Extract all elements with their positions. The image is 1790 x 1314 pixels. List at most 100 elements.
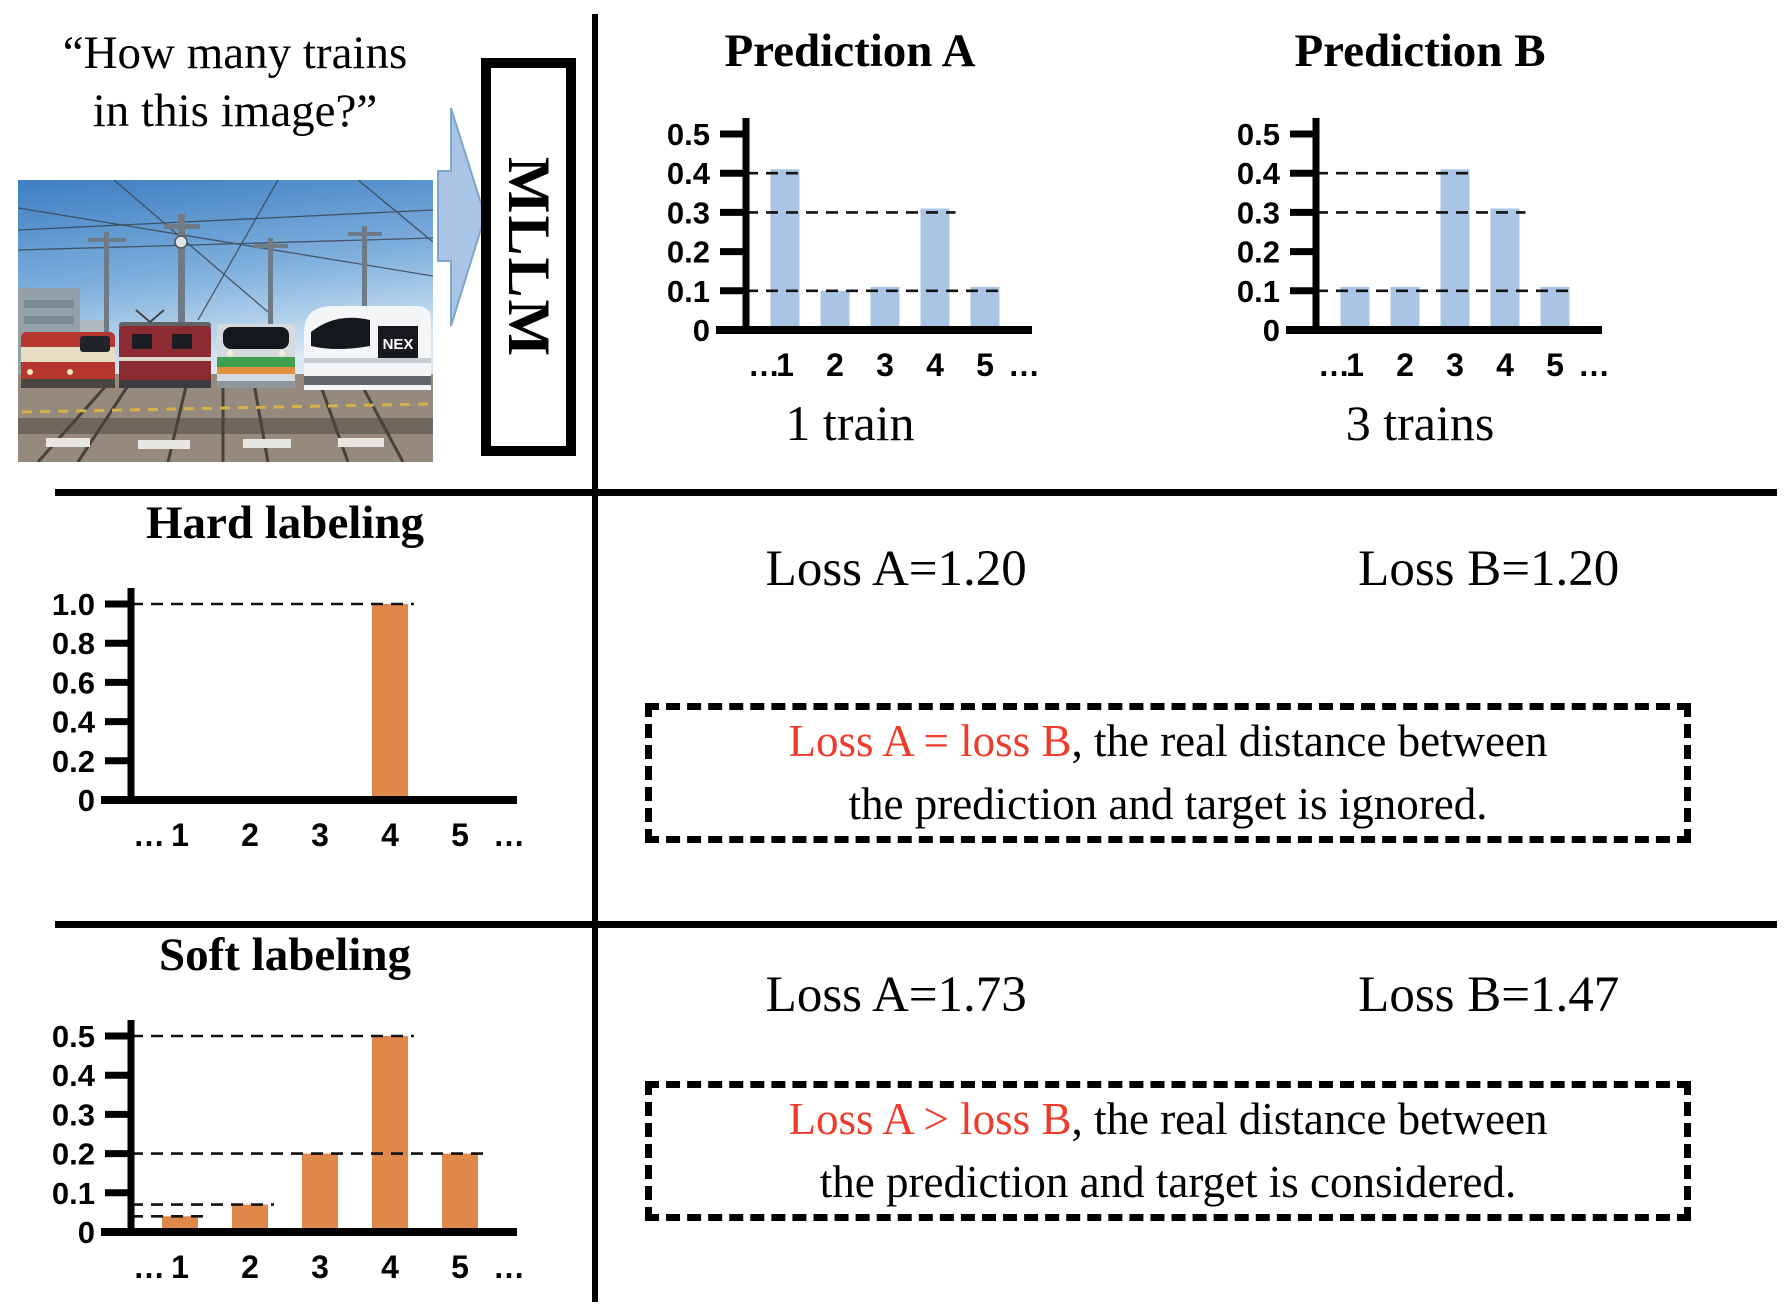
svg-text:…: … (1578, 347, 1610, 383)
svg-text:5: 5 (976, 347, 994, 383)
svg-text:5: 5 (451, 1249, 469, 1285)
svg-text:2: 2 (241, 1249, 259, 1285)
svg-text:0.2: 0.2 (1237, 235, 1280, 270)
question-line2: in this image?” (92, 85, 378, 138)
ground-and-tracks (18, 374, 433, 462)
hard-loss-row: Loss A=1.20 Loss B=1.20 (600, 540, 1785, 598)
soft-note-line1: Loss A > loss B, the real distance betwe… (652, 1088, 1684, 1151)
svg-text:1: 1 (776, 347, 794, 383)
soft-note-red-text: Loss A > loss B (788, 1094, 1072, 1144)
soft-note-black-text: , the real distance between (1071, 1094, 1548, 1144)
prediction-a-chart: 00.10.20.30.40.5…1 2 3 4 5… (667, 117, 1040, 383)
svg-text:5: 5 (1546, 347, 1564, 383)
train-white-nex: NEX (304, 306, 431, 390)
mllm-label: MLLM (496, 156, 562, 358)
svg-text:0.4: 0.4 (667, 156, 711, 191)
nex-logo-text: NEX (383, 336, 414, 353)
svg-text:2: 2 (241, 817, 259, 853)
svg-text:1: 1 (171, 817, 189, 853)
svg-text:0.3: 0.3 (667, 195, 710, 230)
soft-labeling-block: Soft labeling 0 0.1 0.2 0.3 0.4 0.5… 1 2 3 4 5… (30, 928, 540, 1296)
svg-text:2: 2 (826, 347, 844, 383)
svg-text:…: … (133, 1249, 165, 1285)
svg-text:0: 0 (78, 783, 95, 818)
svg-text:4: 4 (381, 817, 399, 853)
question-line1: “How many trains (62, 27, 408, 79)
hard-loss-b-label: Loss B=1.20 (1358, 541, 1620, 597)
hard-note-box: Loss A = loss B, the real distance betwe… (645, 703, 1691, 843)
soft-note-line2: the prediction and target is considered. (819, 1157, 1517, 1207)
horizontal-divider-1 (55, 489, 1777, 496)
vertical-divider (592, 14, 598, 1302)
svg-text:0.5: 0.5 (667, 117, 710, 152)
catenary-poles (88, 214, 382, 378)
prediction-a-block: Prediction A 0 0.1 0.2 0.3 0.4 0.5… 1 2 3 4 5… 1 t… (635, 24, 1065, 452)
svg-text:3: 3 (311, 817, 329, 853)
train-maroon-locomotive (119, 309, 211, 388)
svg-text:…: … (493, 1249, 525, 1285)
svg-text:4: 4 (926, 347, 944, 383)
hard-loss-a-label: Loss A=1.20 (765, 541, 1027, 597)
svg-text:3: 3 (311, 1249, 329, 1285)
svg-text:0.6: 0.6 (52, 665, 95, 700)
svg-text:0.5: 0.5 (52, 1019, 95, 1054)
svg-text:…: … (133, 817, 165, 853)
soft-loss-b-label: Loss B=1.47 (1358, 967, 1620, 1023)
flow-arrow-icon (437, 107, 487, 327)
prediction-b-title: Prediction B (1294, 25, 1546, 77)
hard-note-line1: Loss A = loss B, the real distance betwe… (652, 710, 1684, 773)
prediction-b-chart: 00.10.20.30.40.5…1 2 3 4 5… (1237, 117, 1610, 383)
svg-text:0.3: 0.3 (1237, 195, 1280, 230)
question-text: “How many trains in this image?” (12, 24, 458, 141)
svg-text:0: 0 (78, 1215, 95, 1250)
svg-text:1: 1 (171, 1249, 189, 1285)
horizontal-divider-2 (55, 921, 1777, 928)
svg-text:1.0: 1.0 (52, 587, 95, 622)
svg-text:0.2: 0.2 (52, 1137, 95, 1172)
soft-note-box: Loss A > loss B, the real distance betwe… (645, 1081, 1691, 1221)
svg-text:0.4: 0.4 (52, 705, 96, 740)
svg-text:0.2: 0.2 (52, 744, 95, 779)
train-red-cream (21, 332, 115, 388)
svg-text:4: 4 (1496, 347, 1514, 383)
hard-labeling-block: Hard labeling 0 0.2 0.4 0.6 0.8 1.0… 1 2 3 4 5… (30, 496, 540, 864)
svg-text:0.1: 0.1 (52, 1176, 95, 1211)
hard-note-red-text: Loss A = loss B (788, 716, 1072, 766)
svg-text:0.2: 0.2 (667, 235, 710, 270)
svg-text:0.5: 0.5 (1237, 117, 1280, 152)
train-green-orange-commuter (217, 324, 295, 388)
svg-text:…: … (1008, 347, 1040, 383)
prediction-b-caption: 3 trains (1345, 395, 1495, 452)
soft-loss-row: Loss A=1.73 Loss B=1.47 (600, 966, 1785, 1024)
soft-labeling-chart: 00.10.20.30.40.5… 1 2 3 4 5… (52, 1019, 525, 1285)
svg-text:3: 3 (876, 347, 894, 383)
svg-text:5: 5 (451, 817, 469, 853)
hard-note-black-text: , the real distance between (1071, 716, 1548, 766)
svg-text:2: 2 (1396, 347, 1414, 383)
svg-text:0.1: 0.1 (667, 274, 710, 309)
svg-text:0: 0 (1263, 313, 1280, 348)
mllm-box: MLLM (481, 58, 576, 456)
hard-labeling-title: Hard labeling (145, 497, 425, 549)
svg-text:0.8: 0.8 (52, 626, 95, 661)
svg-text:4: 4 (381, 1249, 399, 1285)
svg-text:…: … (748, 347, 780, 383)
hard-labeling-chart: 00.20.40.60.81.0… 1 2 3 4 5… (52, 587, 525, 853)
svg-text:3: 3 (1446, 347, 1464, 383)
svg-text:…: … (1318, 347, 1350, 383)
prediction-a-title: Prediction A (724, 25, 976, 77)
svg-text:0.4: 0.4 (52, 1058, 96, 1093)
svg-text:0.1: 0.1 (1237, 274, 1280, 309)
soft-loss-a-label: Loss A=1.73 (765, 967, 1027, 1023)
svg-text:0: 0 (693, 313, 710, 348)
soft-labeling-title: Soft labeling (158, 929, 411, 981)
svg-text:1: 1 (1346, 347, 1364, 383)
hard-note-line2: the prediction and target is ignored. (848, 779, 1488, 829)
svg-text:…: … (493, 817, 525, 853)
train-photo-illustration: NEX (18, 180, 433, 462)
prediction-a-caption: 1 train (785, 395, 915, 452)
svg-text:0.3: 0.3 (52, 1097, 95, 1132)
svg-text:0.4: 0.4 (1237, 156, 1281, 191)
prediction-b-block: Prediction B 0 0.1 0.2 0.3 0.4 0.5… 1 2 3 4 5… 3 t… (1205, 24, 1635, 452)
